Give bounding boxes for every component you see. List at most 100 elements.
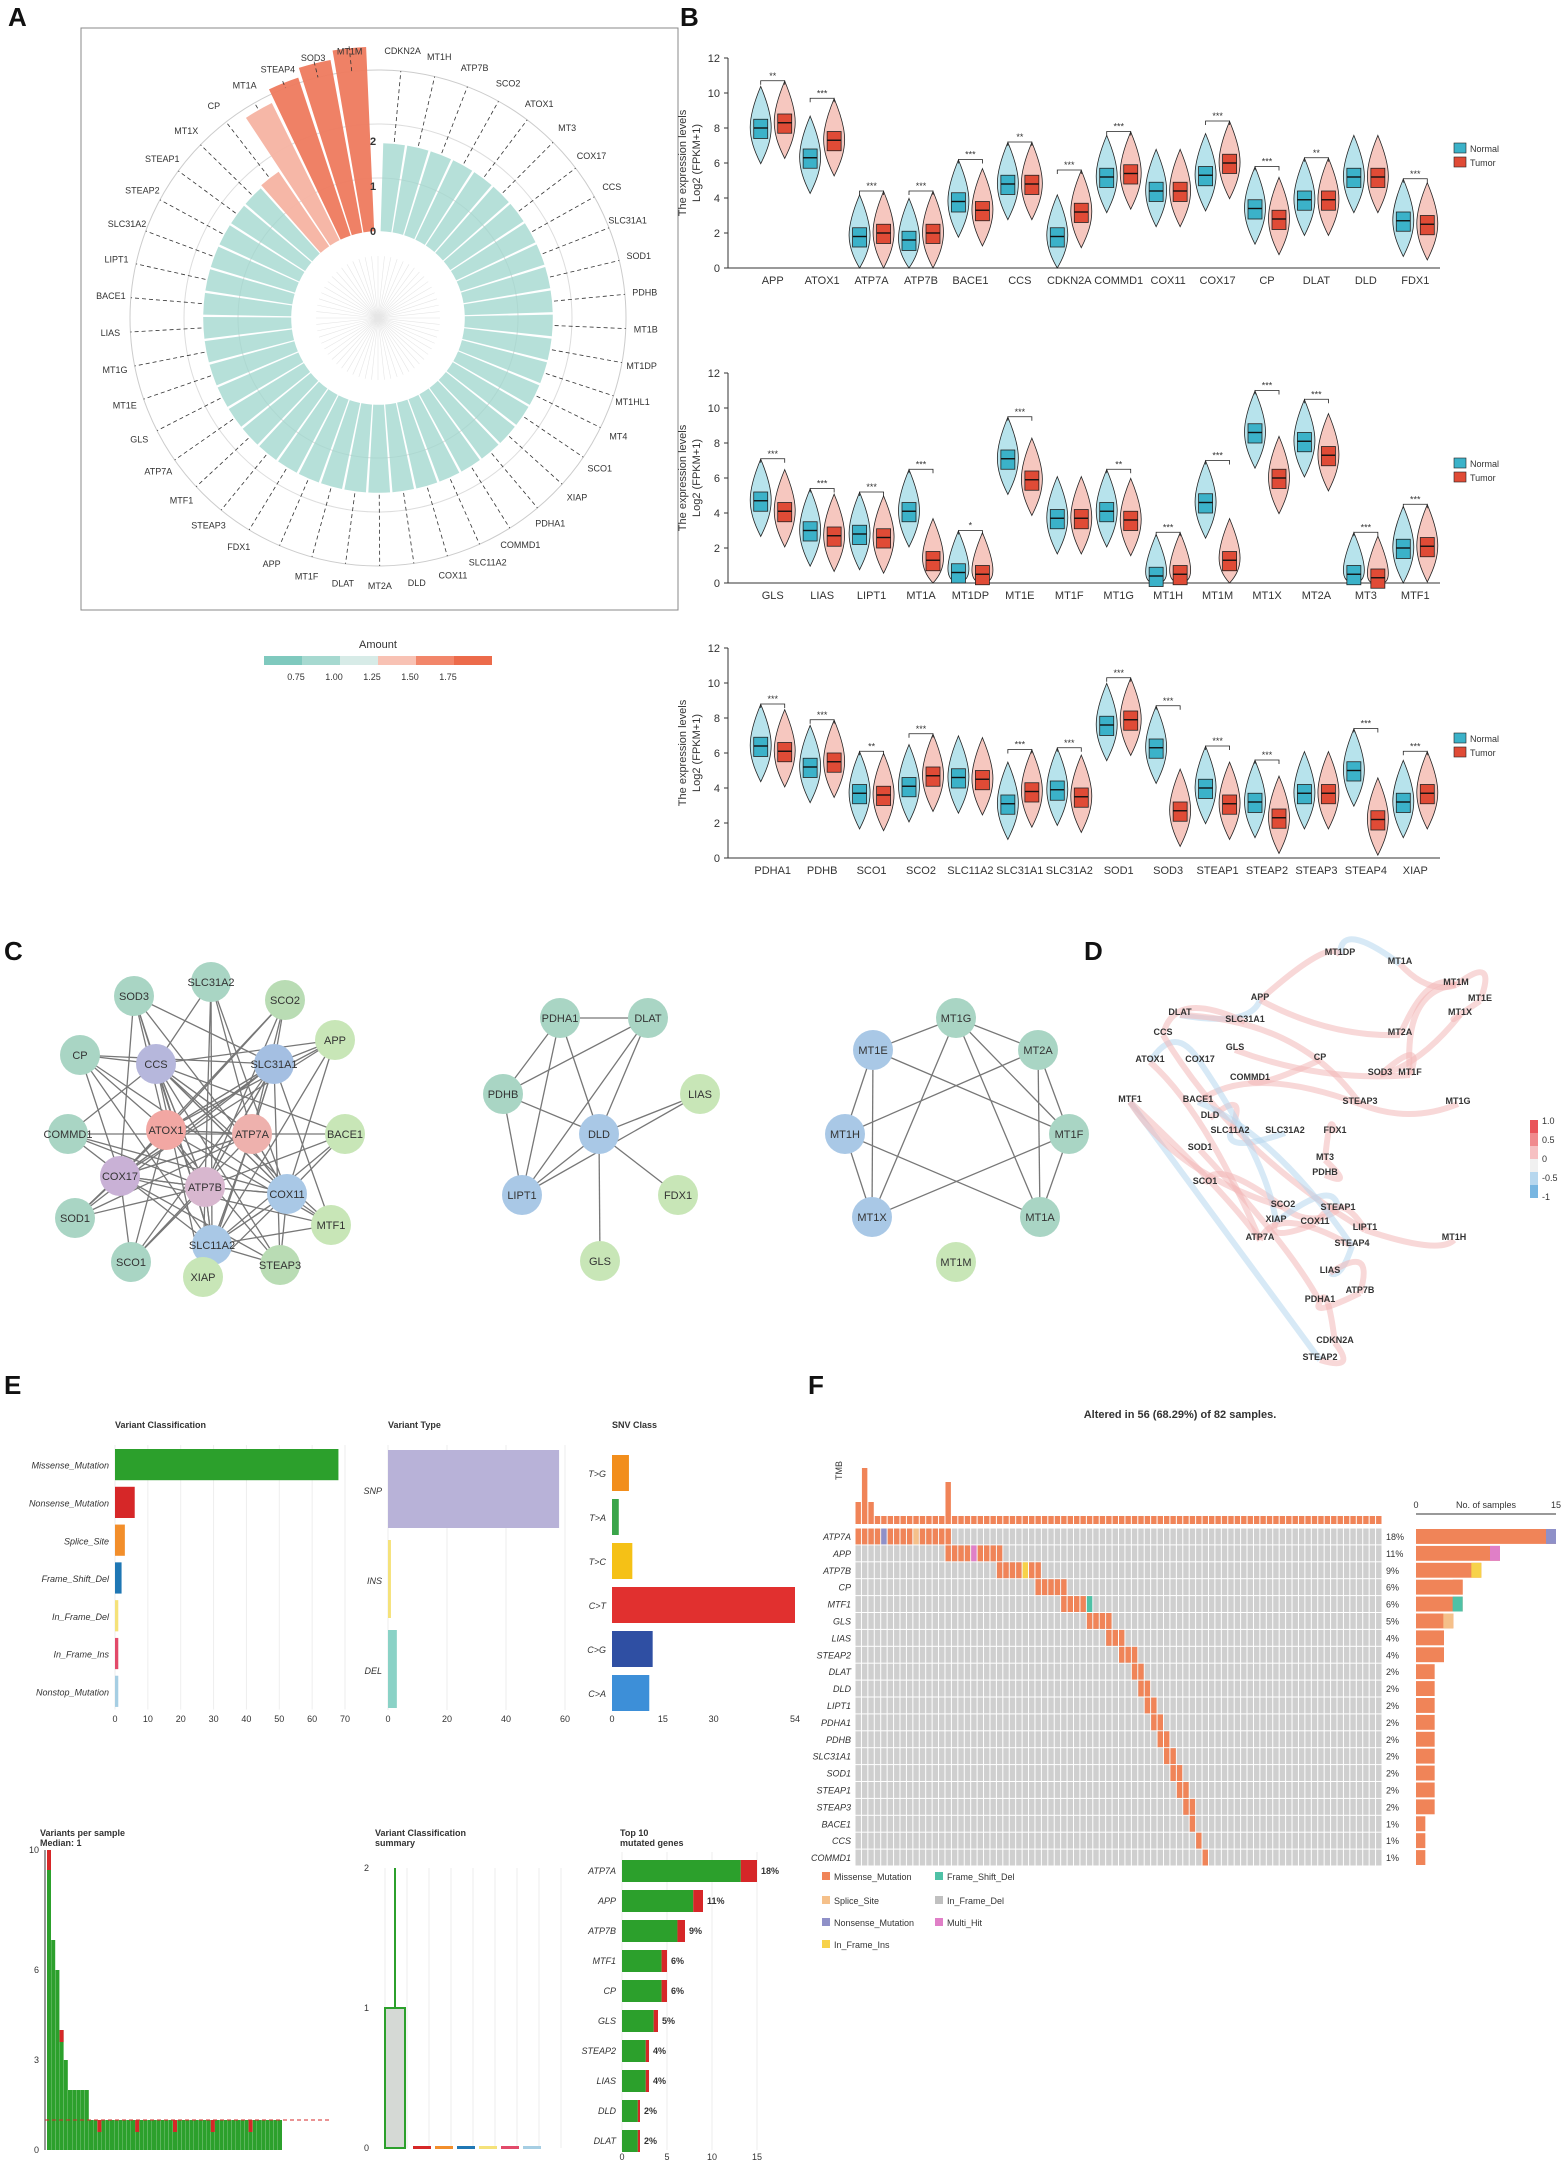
edge (133, 995, 275, 1065)
cell (1009, 1731, 1016, 1748)
node-label-LIAS: LIAS (688, 1089, 712, 1101)
cell (881, 1849, 887, 1866)
cell (906, 1815, 913, 1832)
cell (913, 1731, 919, 1748)
colorbar-tick: -0.5 (1542, 1173, 1558, 1183)
cell (861, 1782, 868, 1798)
sig-label: *** (1163, 696, 1174, 706)
cell (906, 1832, 913, 1849)
cell (964, 1714, 971, 1731)
cell (1260, 1579, 1266, 1596)
cell (1125, 1663, 1131, 1680)
cell (1337, 1629, 1343, 1646)
cell (894, 1765, 900, 1781)
f-pct-PDHB: 2% (1386, 1735, 1399, 1745)
cell (1054, 1849, 1061, 1866)
x-label-ATOX1: ATOX1 (805, 275, 840, 287)
box-tumor-MT1X (1271, 468, 1287, 489)
cell (1363, 1629, 1369, 1646)
cell (971, 1782, 977, 1798)
vps-bar (164, 2120, 169, 2150)
cell (1369, 1849, 1376, 1866)
cell (1048, 1646, 1054, 1663)
hub-spoke (324, 286, 379, 319)
colorbar-tick: -1 (1542, 1192, 1550, 1202)
cell (1003, 1748, 1009, 1765)
cell (868, 1765, 874, 1781)
cell (1183, 1528, 1189, 1545)
box-tumor-SCO1 (876, 785, 891, 806)
cell (1266, 1545, 1273, 1562)
y-tick-label: 6 (714, 158, 720, 170)
d-label-STEAP3: STEAP3 (1342, 1096, 1377, 1106)
cell (1151, 1798, 1157, 1815)
cell (1350, 1545, 1356, 1562)
f-gene-CCS: CCS (832, 1836, 851, 1846)
label-DLD: DLD (408, 578, 427, 588)
cell (984, 1562, 990, 1579)
cell (1099, 1849, 1106, 1866)
sig-bracket (859, 190, 884, 195)
cell (958, 1714, 964, 1731)
cell (1080, 1528, 1086, 1545)
vc-tick: 50 (274, 1714, 284, 1724)
cell (1099, 1545, 1106, 1562)
top-label-LIAS: LIAS (596, 2076, 616, 2086)
radial-tick: 0 (370, 226, 376, 238)
vc-label-Splice_Site: Splice_Site (64, 1536, 109, 1546)
cell (1003, 1528, 1009, 1545)
hub-spoke (346, 317, 379, 372)
cell (1074, 1714, 1080, 1731)
cell (1080, 1748, 1086, 1765)
cell (1151, 1528, 1157, 1545)
cell (1054, 1832, 1061, 1849)
tmb-bar (945, 1482, 951, 1524)
cell (1318, 1815, 1324, 1832)
corr-curve (1322, 1157, 1343, 1182)
cell (1029, 1579, 1035, 1596)
cell (1099, 1731, 1106, 1748)
cell (1292, 1663, 1298, 1680)
cell (887, 1748, 894, 1765)
cell (1376, 1832, 1382, 1849)
cell (932, 1680, 939, 1697)
cell (887, 1765, 894, 1781)
cell (1119, 1545, 1125, 1562)
cell (1260, 1697, 1266, 1714)
cell (1003, 1646, 1009, 1663)
node-label-SCO2: SCO2 (270, 995, 300, 1007)
hub-spoke (321, 317, 379, 344)
cell (1125, 1765, 1131, 1781)
bar-MT1X (245, 188, 320, 262)
cell (1202, 1731, 1208, 1748)
cell (1298, 1613, 1305, 1629)
hub-spoke (336, 271, 379, 319)
edge (133, 995, 288, 1195)
sig-bracket (809, 719, 835, 724)
d-label-XIAP: XIAP (1265, 1214, 1286, 1224)
dash-MTF1 (195, 437, 249, 487)
cell (1054, 1613, 1061, 1629)
cell (1074, 1579, 1080, 1596)
sig-label: *** (767, 694, 778, 704)
cell (1215, 1528, 1221, 1545)
top-label-DLAT: DLAT (594, 2136, 618, 2146)
tmb-bar (913, 1516, 919, 1524)
cell (1298, 1815, 1305, 1832)
cell (958, 1697, 964, 1714)
top-title: Top 10 (620, 1828, 648, 1838)
cell (1253, 1697, 1260, 1714)
cell (1202, 1579, 1208, 1596)
cell (1318, 1832, 1324, 1849)
f-gene-BACE1: BACE1 (821, 1819, 851, 1829)
cell (1343, 1748, 1350, 1765)
f-side-bar-mix (1452, 1596, 1463, 1612)
cell (1343, 1765, 1350, 1781)
cell (1266, 1596, 1273, 1612)
d-label-LIAS: LIAS (1320, 1265, 1341, 1275)
corr-curve (1148, 1059, 1263, 1242)
f-side-bar-mix (1452, 1579, 1463, 1595)
cell (1273, 1545, 1279, 1562)
cell (861, 1815, 868, 1832)
